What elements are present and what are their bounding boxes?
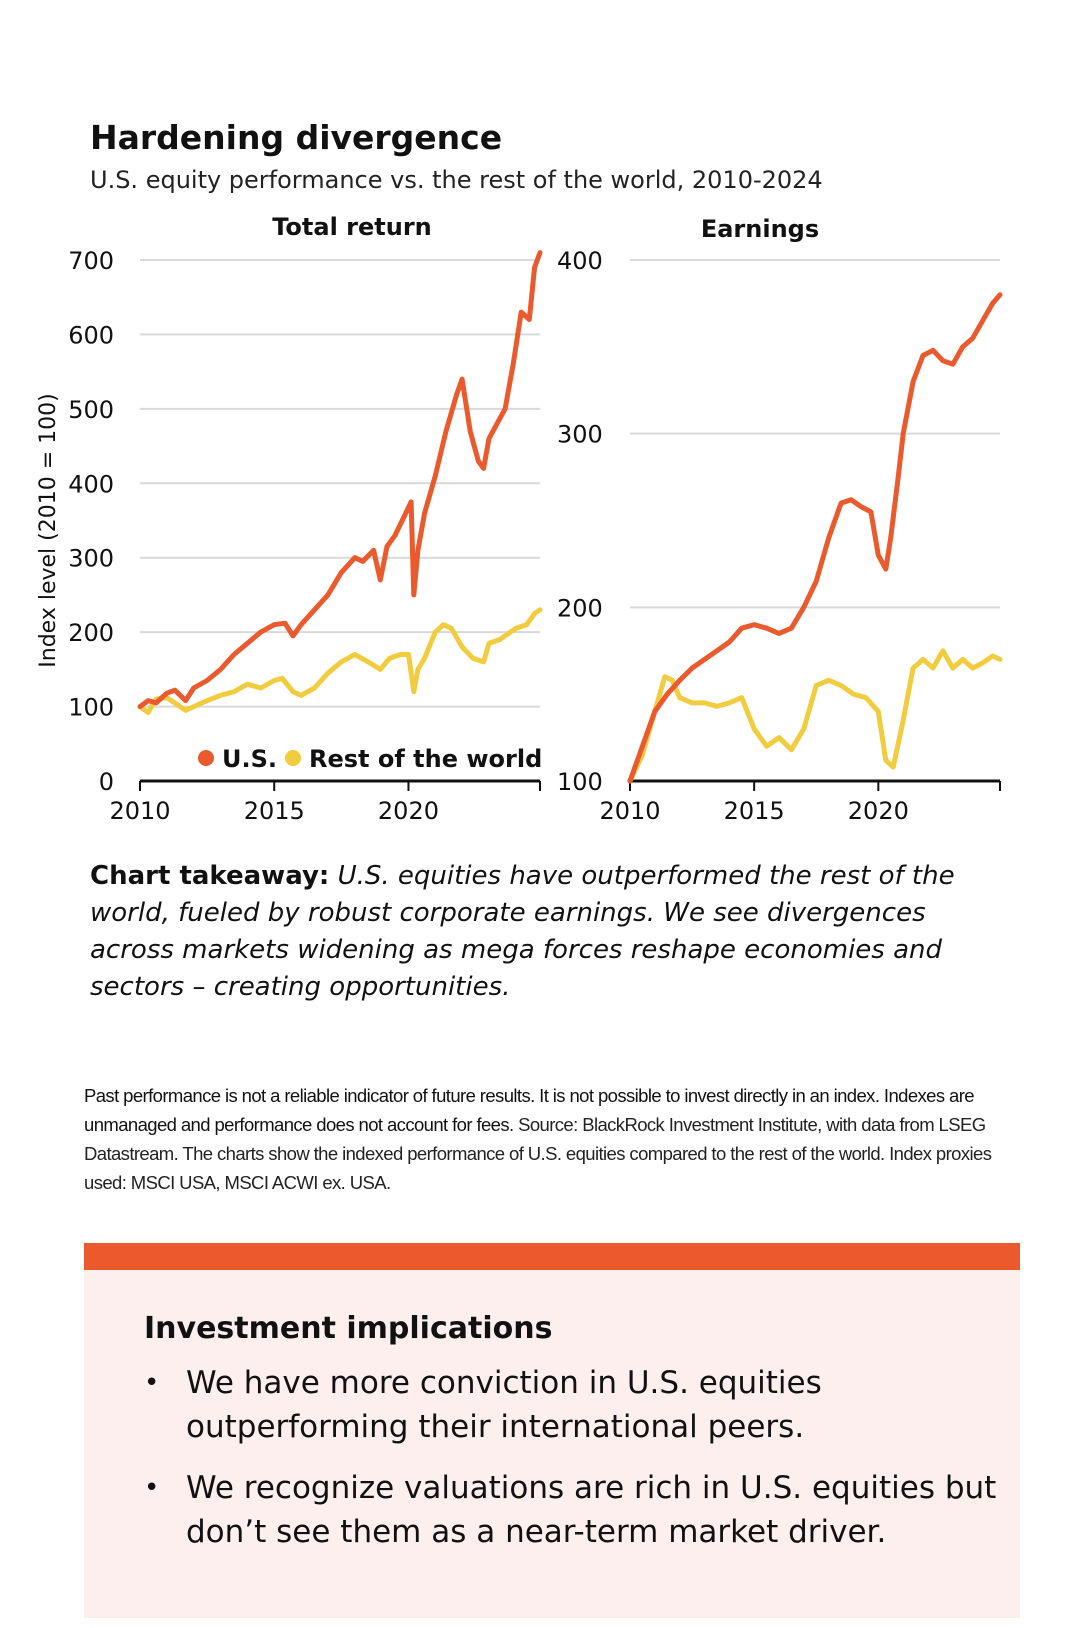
- y-tick-label: 200: [557, 594, 603, 622]
- x-tick-label: 2010: [109, 797, 170, 825]
- page-subtitle: U.S. equity performance vs. the rest of …: [90, 166, 823, 194]
- implications-list: • We have more conviction in U.S. equiti…: [144, 1361, 1004, 1571]
- list-item-text: We recognize valuations are rich in U.S.…: [186, 1470, 997, 1550]
- y-tick-label: 600: [68, 321, 114, 349]
- series-line-us: [627, 292, 1003, 784]
- panel-accent-bar: [84, 1243, 1020, 1270]
- list-item: • We recognize valuations are rich in U.…: [144, 1466, 1004, 1554]
- bullet-icon: •: [144, 1368, 160, 1398]
- bullet-icon: •: [144, 1473, 160, 1503]
- list-item-text: We have more conviction in U.S. equities…: [186, 1365, 822, 1445]
- x-tick-label: 2020: [848, 797, 909, 825]
- y-tick-label: 200: [68, 619, 114, 647]
- implications-title: Investment implications: [144, 1311, 553, 1346]
- x-tick-label: 2010: [599, 797, 660, 825]
- legend-us-label: U.S.: [222, 745, 277, 773]
- y-axis-label: Index level (2010 = 100): [36, 393, 61, 667]
- y-tick-label: 400: [557, 247, 603, 275]
- x-tick-label: 2015: [244, 797, 305, 825]
- y-tick-label: 500: [68, 396, 114, 424]
- x-tick-label: 2020: [378, 797, 439, 825]
- legend-row-label: Rest of the world: [309, 745, 542, 773]
- takeaway-label: Chart takeaway:: [90, 861, 330, 891]
- charts-area: Total return 0 100 200 300 400 500 600 700 2010 20…: [36, 213, 1003, 825]
- series-line-rest-of-world: [137, 607, 543, 715]
- page-title: Hardening divergence: [90, 118, 503, 157]
- y-tick-label: 300: [68, 545, 114, 573]
- takeaway-text: U.S. equities have outperformed the rest…: [90, 861, 955, 1002]
- investment-implications-panel: Investment implications • We have more c…: [84, 1243, 1020, 1618]
- list-item: • We have more conviction in U.S. equiti…: [144, 1361, 1004, 1449]
- x-tick-label: 2015: [724, 797, 785, 825]
- y-tick-label: 0: [99, 768, 114, 796]
- y-tick-label: 100: [68, 694, 114, 722]
- disclaimer-strong: Past performance is not a reliable indic…: [84, 1085, 975, 1135]
- chart-takeaway: Chart takeaway: U.S. equities have outpe…: [90, 858, 1010, 1006]
- disclaimer: Past performance is not a reliable indic…: [84, 1081, 1014, 1197]
- y-tick-label: 300: [557, 421, 603, 449]
- series-line-rest-of-world: [627, 648, 1003, 784]
- chart-title: Earnings: [701, 215, 819, 243]
- series-line-us: [137, 250, 543, 710]
- disclaimer-source: Source: BlackRock Investment Institute, …: [84, 1114, 992, 1193]
- y-tick-label: 700: [68, 247, 114, 275]
- y-tick-label: 100: [557, 768, 603, 796]
- y-tick-label: 400: [68, 470, 114, 498]
- legend-row-marker: [285, 750, 301, 766]
- legend-us-marker: [198, 750, 214, 766]
- chart-title: Total return: [272, 213, 432, 241]
